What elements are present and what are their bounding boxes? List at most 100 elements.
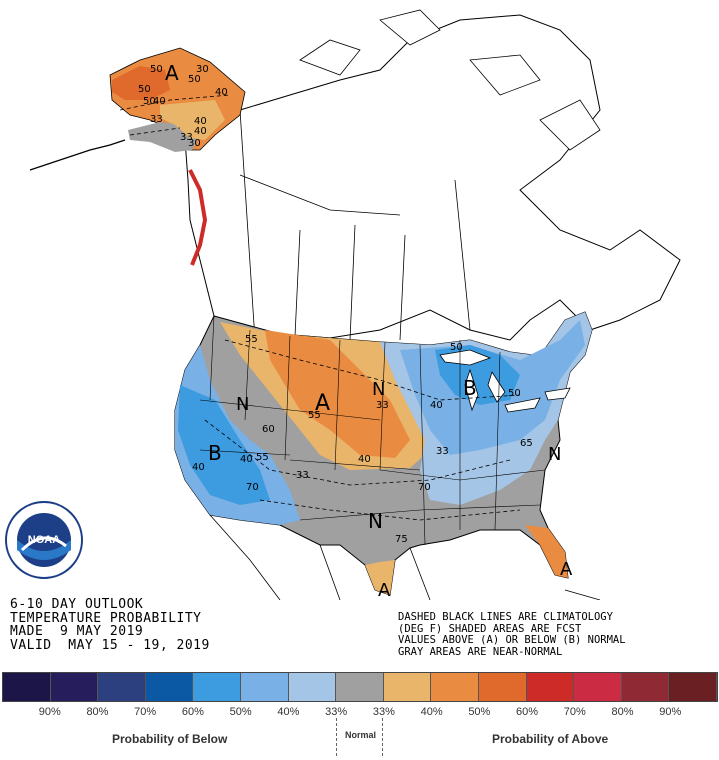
alaska-high-region (112, 66, 170, 100)
climatology-lines (119, 94, 521, 521)
contour-label: 50 (150, 64, 163, 75)
tick-label: 80% (611, 706, 634, 718)
colorbar-swatch (98, 673, 146, 701)
contour-label: 55 (256, 452, 269, 463)
outlook-title: 6-10 DAY OUTLOOK (10, 597, 144, 612)
tick-label: 40% (420, 706, 443, 718)
contour-label: 40 (358, 454, 371, 465)
florida-a-letter: A (560, 559, 573, 580)
alaska-a-letter: A (165, 61, 179, 85)
tick-label: 33% (325, 706, 348, 718)
contour-label: 40 (194, 116, 207, 127)
colorbar-swatch (193, 673, 241, 701)
outlook-subtitle: TEMPERATURE PROBABILITY (10, 610, 202, 626)
canada-landmass (184, 14, 681, 341)
tick-label: 60% (181, 706, 204, 718)
west-b-letter: B (208, 441, 222, 465)
contour-label: 65 (520, 438, 533, 449)
contour-label: 33 (376, 400, 389, 411)
colorbar-swatch (383, 673, 432, 701)
contour-label: 50 (508, 388, 521, 399)
texas-a-letter: A (378, 580, 391, 600)
tick-label: 50% (229, 706, 252, 718)
normal-divider-left (336, 718, 337, 756)
contour-label: 40 (194, 126, 207, 137)
tick-label: 90% (659, 706, 682, 718)
tick-label: 50% (468, 706, 491, 718)
colorbar-swatch (574, 673, 622, 701)
tick-label: 80% (86, 706, 109, 718)
tick-label: 33% (372, 706, 395, 718)
contour-label: 33 (436, 446, 449, 457)
made-date: MADE 9 MAY 2019 (10, 624, 144, 639)
contour-label: 33 (296, 470, 309, 481)
colorbar-swatch (240, 673, 289, 701)
map-note-line: DASHED BLACK LINES ARE CLIMATOLOGY (398, 611, 613, 623)
map-note-line: VALUES ABOVE (A) OR BELOW (B) NORMAL (398, 634, 626, 646)
colorbar-swatch (3, 673, 51, 701)
contour-label: 50 (143, 96, 156, 107)
contour-label: 40 (430, 400, 443, 411)
contour-label: 50 (138, 84, 151, 95)
map-note: DASHED BLACK LINES ARE CLIMATOLOGY (DEG … (398, 611, 626, 658)
colorbar-swatch (145, 673, 194, 701)
contour-label: 30 (188, 138, 201, 149)
colorbar-swatch (478, 673, 527, 701)
normal-label: Normal (345, 730, 377, 740)
contour-label: 60 (262, 424, 275, 435)
contour-label: 55 (308, 410, 321, 421)
contour-label: 75 (395, 534, 408, 545)
state-boundaries (199, 315, 546, 546)
map-note-line: GRAY AREAS ARE NEAR-NORMAL (398, 645, 563, 658)
colorbar-swatch (336, 673, 384, 701)
contour-label: 70 (418, 482, 431, 493)
contour-label: 33 (180, 132, 193, 143)
alaska-low-above (160, 100, 225, 140)
south-n-letter: N (368, 509, 383, 533)
aleutian-chain (29, 139, 126, 171)
plains-above-strong (265, 330, 410, 458)
tick-label: 40% (277, 706, 300, 718)
contour-label: 30 (196, 64, 209, 75)
mexico-outline (209, 514, 601, 600)
texas-above-region (365, 560, 395, 595)
great-lakes (439, 349, 571, 413)
noaa-logo: NOAA (5, 501, 83, 579)
west-n-letter: N (236, 394, 249, 415)
contour-label: 33 (150, 114, 163, 125)
contour-label: 50 (450, 342, 463, 353)
contour-label: 70 (246, 482, 259, 493)
colorbar-swatch (526, 673, 575, 701)
valid-range: VALID MAY 15 - 19, 2019 (10, 637, 210, 653)
contour-label: 40 (192, 462, 205, 473)
contour-label: 40 (215, 87, 228, 98)
plains-a-letter: A (315, 391, 330, 416)
contour-label: 40 (240, 454, 253, 465)
florida-above-region (525, 525, 568, 578)
nd-n-letter: N (372, 379, 385, 400)
tick-label: 90% (38, 706, 61, 718)
map-note-line: (DEG F) SHADED AREAS ARE FCST (398, 622, 582, 635)
contour-label: 40 (153, 96, 166, 107)
west-below-strong (178, 385, 270, 505)
colorbar-ticks: 90% 80% 70% 60% 50% 40% 33% 33% 40% 50% … (2, 706, 718, 720)
outlook-title-block: 6-10 DAY OUTLOOK TEMPERATURE PROBABILITY… (10, 598, 210, 652)
noaa-logo-text: NOAA (28, 534, 60, 546)
probability-colorbar (2, 672, 718, 702)
outlook-map: A A N N B B N N A A 50 50 50 30 40 40 50… (29, 9, 681, 600)
colorbar-swatch (669, 673, 717, 701)
colorbar-swatch (288, 673, 337, 701)
probability-above-label: Probability of Above (492, 732, 609, 746)
contour-label: 50 (188, 74, 201, 85)
colorbar-swatch (50, 673, 99, 701)
east-n-letter: N (548, 444, 561, 465)
greatlakes-b-letter: B (463, 376, 477, 400)
arctic-islands (299, 9, 601, 151)
colorbar-swatch (431, 673, 479, 701)
province-lines (239, 109, 471, 341)
tick-label: 70% (134, 706, 157, 718)
contour-label: 55 (245, 334, 258, 345)
probability-below-label: Probability of Below (112, 732, 228, 746)
tick-label: 70% (563, 706, 586, 718)
colorbar-swatch (621, 673, 670, 701)
